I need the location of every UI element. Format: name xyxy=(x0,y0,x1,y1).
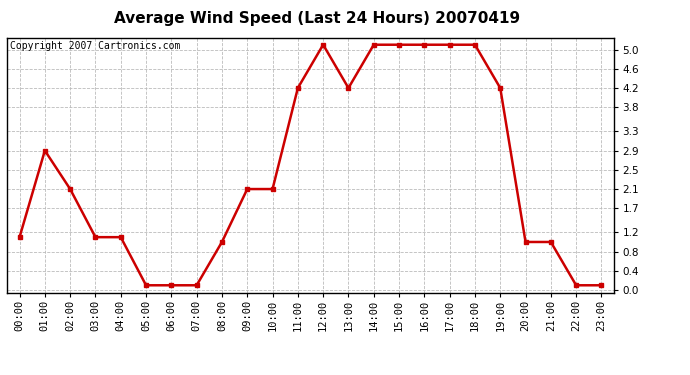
Text: Average Wind Speed (Last 24 Hours) 20070419: Average Wind Speed (Last 24 Hours) 20070… xyxy=(115,11,520,26)
Text: Copyright 2007 Cartronics.com: Copyright 2007 Cartronics.com xyxy=(10,41,180,51)
